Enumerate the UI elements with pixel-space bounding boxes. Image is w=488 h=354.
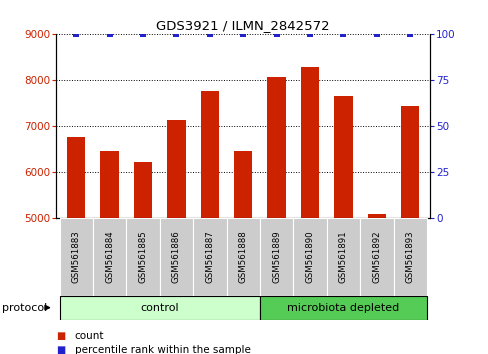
Bar — [200, 91, 219, 218]
Title: GDS3921 / ILMN_2842572: GDS3921 / ILMN_2842572 — [156, 19, 329, 33]
Point — [372, 31, 380, 36]
Point — [72, 31, 80, 36]
Text: ■: ■ — [56, 331, 65, 341]
Bar — [334, 96, 352, 218]
Point — [339, 31, 346, 36]
Bar — [67, 137, 85, 218]
Bar — [167, 120, 185, 218]
Bar — [260, 218, 293, 296]
Text: protocol: protocol — [2, 303, 48, 313]
Bar — [393, 218, 426, 296]
Text: GSM561892: GSM561892 — [372, 230, 381, 283]
Bar — [400, 106, 419, 218]
Text: count: count — [75, 331, 104, 341]
Bar — [360, 218, 393, 296]
Point — [172, 31, 180, 36]
Text: GSM561884: GSM561884 — [105, 230, 114, 283]
Bar — [260, 296, 426, 320]
Bar — [60, 296, 260, 320]
Bar — [326, 218, 360, 296]
Text: GSM561890: GSM561890 — [305, 230, 314, 283]
Bar — [60, 218, 93, 296]
Text: percentile rank within the sample: percentile rank within the sample — [75, 345, 250, 354]
Bar — [93, 218, 126, 296]
Text: microbiota depleted: microbiota depleted — [287, 303, 399, 313]
Point — [305, 31, 313, 36]
Text: GSM561885: GSM561885 — [138, 230, 147, 283]
Text: GSM561893: GSM561893 — [405, 230, 414, 283]
Bar — [193, 218, 226, 296]
Bar — [300, 67, 319, 218]
Bar — [226, 218, 260, 296]
Text: control: control — [140, 303, 179, 313]
Point — [272, 31, 280, 36]
Bar — [234, 150, 252, 218]
Bar — [267, 78, 285, 218]
Text: GSM561883: GSM561883 — [72, 230, 81, 283]
Bar — [126, 218, 160, 296]
Bar — [134, 162, 152, 218]
Bar — [367, 214, 385, 218]
Point — [139, 31, 147, 36]
Text: GSM561891: GSM561891 — [338, 230, 347, 283]
Text: GSM561888: GSM561888 — [238, 230, 247, 283]
Text: GSM561889: GSM561889 — [272, 230, 281, 283]
Bar — [160, 218, 193, 296]
Text: GSM561887: GSM561887 — [205, 230, 214, 283]
Text: GSM561886: GSM561886 — [172, 230, 181, 283]
Text: ■: ■ — [56, 345, 65, 354]
Point — [239, 31, 246, 36]
Bar — [101, 150, 119, 218]
Point — [105, 31, 113, 36]
Point — [406, 31, 413, 36]
Point — [205, 31, 213, 36]
Bar — [293, 218, 326, 296]
